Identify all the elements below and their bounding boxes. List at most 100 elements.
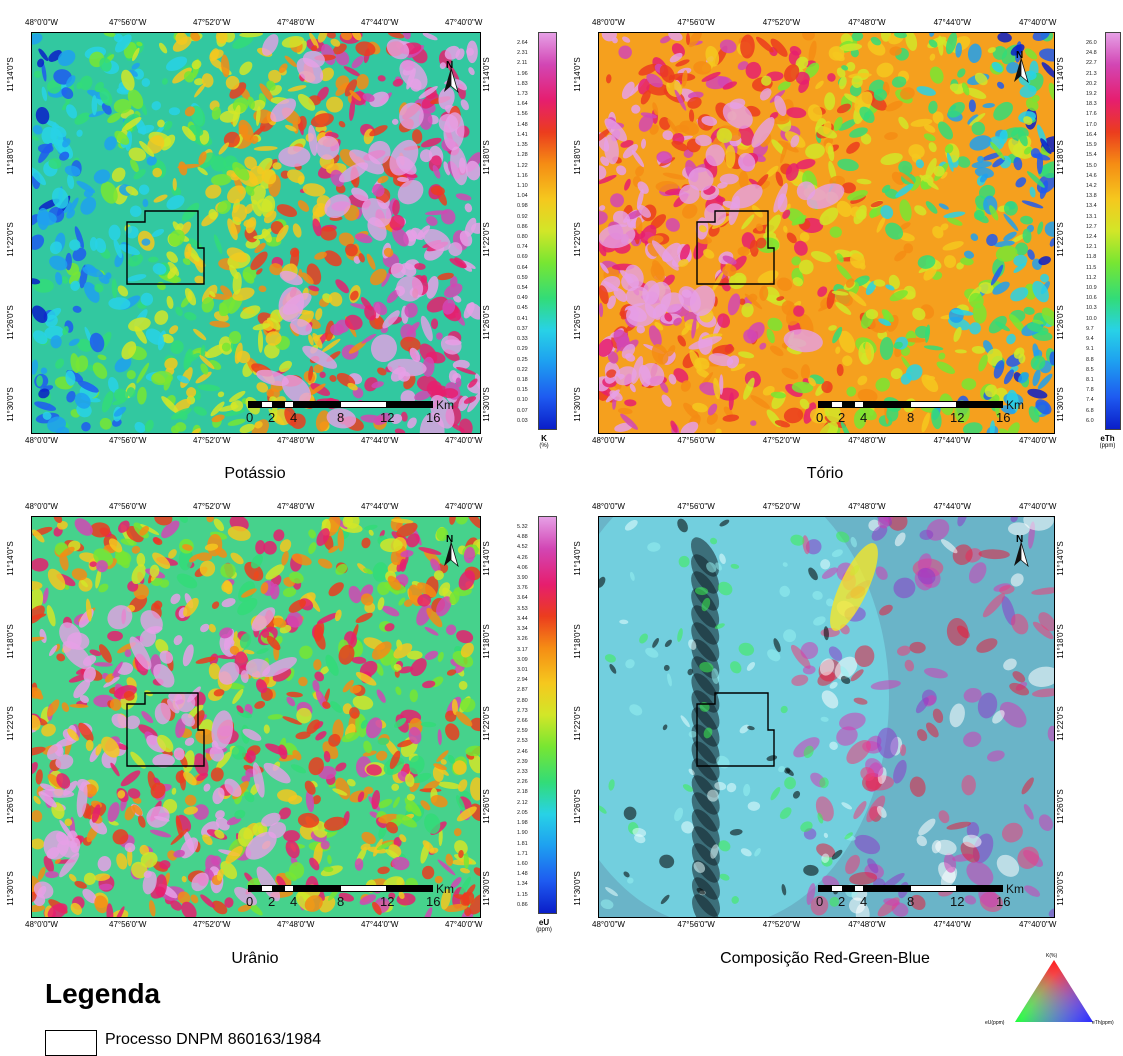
map-uranio[interactable] [31, 516, 481, 918]
north-arrow: N [1012, 534, 1030, 568]
dnpm-polygon [126, 210, 205, 285]
colorbar-tick-label: 0.98 [517, 203, 528, 210]
coordinate-label: 47°52'0"W [193, 502, 231, 511]
colorbar-tick-label: 1.48 [517, 871, 528, 878]
colorbar-tick-label: 1.35 [517, 142, 528, 149]
colorbar-tick-label: 1.04 [517, 193, 528, 200]
coordinate-label: 11°22'0"S [572, 222, 582, 257]
north-arrow-icon [444, 542, 459, 568]
north-arrow-icon [444, 68, 459, 94]
colorbar-tick-label: 2.64 [517, 40, 528, 46]
colorbar-tick-label: 0.29 [517, 346, 528, 353]
colorbar-tick-label: 0.41 [517, 315, 528, 322]
north-arrow-icon [1014, 58, 1029, 84]
colorbar-tick-label: 9.4 [1086, 336, 1094, 343]
colorbar-tick-label: 18.3 [1086, 101, 1097, 108]
coordinate-label: 47°56'0"W [677, 436, 715, 445]
colorbar-tick-label: 0.64 [517, 264, 528, 271]
colorbar-tick-label: 4.88 [517, 534, 528, 541]
colorbar-tick-label: 1.73 [517, 91, 528, 98]
colorbar-potassio [538, 32, 557, 430]
map-potassio[interactable] [31, 32, 481, 434]
dnpm-polygon [696, 210, 775, 285]
coordinate-label: 47°56'0"W [109, 502, 147, 511]
coordinate-label: 48°0'0"W [25, 18, 58, 27]
coordinate-label: 11°14'0"S [481, 541, 491, 576]
colorbar-tick-label: 10.9 [1086, 285, 1097, 292]
coordinate-label: 47°52'0"W [762, 920, 801, 929]
coordinate-label: 11°30'0"S [5, 387, 15, 422]
coordinate-label: 11°18'0"S [572, 623, 582, 659]
colorbar-tick-label: 3.26 [517, 636, 528, 643]
colorbar-tick-label: 17.0 [1086, 121, 1097, 128]
colorbar-tick-label: 1.71 [517, 850, 528, 857]
map-rgb[interactable] [598, 516, 1055, 918]
colorbar-tick-label: 1.16 [517, 172, 528, 179]
colorbar-tick-label: 11.8 [1086, 254, 1097, 261]
coordinate-label: 11°30'0"S [1055, 871, 1065, 906]
coordinate-label: 11°26'0"S [1055, 304, 1065, 340]
colorbar-tick-label: 0.86 [517, 223, 528, 230]
coordinate-label: 11°26'0"S [5, 788, 15, 824]
colorbar-tick-label: 1.10 [517, 182, 528, 189]
colorbar-tick-label: 21.3 [1086, 70, 1097, 77]
coordinate-label: 11°22'0"S [1055, 706, 1065, 741]
colorbar-tick-label: 24.8 [1086, 50, 1097, 57]
colorbar-tick-label: 11.5 [1086, 264, 1097, 271]
coordinate-label: 11°18'0"S [1055, 139, 1065, 175]
colorbar-tick-label: 1.60 [517, 860, 528, 867]
coordinate-label: 11°18'0"S [572, 139, 582, 175]
coordinate-label: 11°30'0"S [481, 871, 491, 906]
colorbar-torio [1105, 32, 1121, 430]
scale-bar: 0 2 4 8 12 16 Km [246, 398, 454, 425]
colorbar-tick-label: 2.87 [517, 687, 528, 694]
coordinate-label: 47°52'0"W [193, 920, 231, 929]
dnpm-polygon [696, 692, 775, 767]
colorbar-tick-label: 5.32 [517, 524, 528, 530]
colorbar-tick-label: 0.37 [517, 325, 528, 332]
coordinate-label: 47°52'0"W [762, 18, 801, 27]
coordinate-label: 11°18'0"S [5, 623, 15, 659]
coordinate-label: 47°56'0"W [109, 18, 147, 27]
coordinate-label: 47°56'0"W [109, 436, 147, 445]
colorbar-tick-label: 0.03 [517, 417, 528, 424]
colorbar-tick-label: 6.0 [1086, 417, 1094, 424]
map-torio[interactable] [598, 32, 1055, 434]
scale-bar: 0 2 4 8 12 16 Km [816, 398, 1024, 425]
colorbar-tick-label: 1.83 [517, 80, 528, 87]
colorbar-tick-label: 9.1 [1086, 346, 1094, 353]
colorbar-tick-label: 0.10 [517, 397, 528, 404]
colorbar-tick-label: 3.76 [517, 585, 528, 592]
coordinate-label: 47°40'0"W [1019, 436, 1057, 445]
colorbar-tick-label: 8.1 [1086, 376, 1094, 383]
coordinate-label: 47°52'0"W [762, 502, 801, 511]
north-arrow: N [1012, 50, 1030, 84]
colorbar-tick-label: 10.6 [1086, 295, 1097, 302]
coordinate-label: 11°26'0"S [481, 304, 491, 340]
colorbar-tick-label: 0.86 [517, 901, 528, 908]
coordinate-label: 48°0'0"W [592, 920, 625, 929]
colorbar-tick-label: 7.8 [1086, 387, 1094, 394]
colorbar-tick-label: 12.1 [1086, 244, 1097, 251]
coordinate-label: 47°48'0"W [848, 436, 886, 445]
coordinate-label: 47°40'0"W [445, 502, 483, 511]
colorbar-tick-label: 3.64 [517, 595, 528, 602]
colorbar-tick-label: 1.98 [517, 820, 528, 827]
coordinate-label: 47°40'0"W [1019, 18, 1057, 27]
coordinate-label: 47°44'0"W [933, 502, 971, 511]
coordinate-label: 48°0'0"W [25, 920, 58, 929]
legend-polygon-symbol [45, 1030, 97, 1056]
colorbar-tick-label: 1.22 [517, 162, 528, 169]
colorbar-tick-label: 0.45 [517, 305, 528, 312]
north-arrow: N [442, 60, 460, 94]
colorbar-tick-label: 12.7 [1086, 223, 1097, 230]
colorbar-tick-label: 2.94 [517, 677, 528, 684]
coordinate-label: 11°26'0"S [481, 788, 491, 824]
colorbar-tick-label: 2.05 [517, 809, 528, 816]
colorbar-tick-label: 3.17 [517, 646, 528, 653]
coordinate-label: 48°0'0"W [592, 18, 625, 27]
colorbar-tick-label: 0.92 [517, 213, 528, 220]
colorbar-tick-label: 2.11 [517, 60, 528, 67]
colorbar-tick-label: 2.31 [517, 50, 528, 57]
coordinate-label: 47°48'0"W [848, 920, 886, 929]
